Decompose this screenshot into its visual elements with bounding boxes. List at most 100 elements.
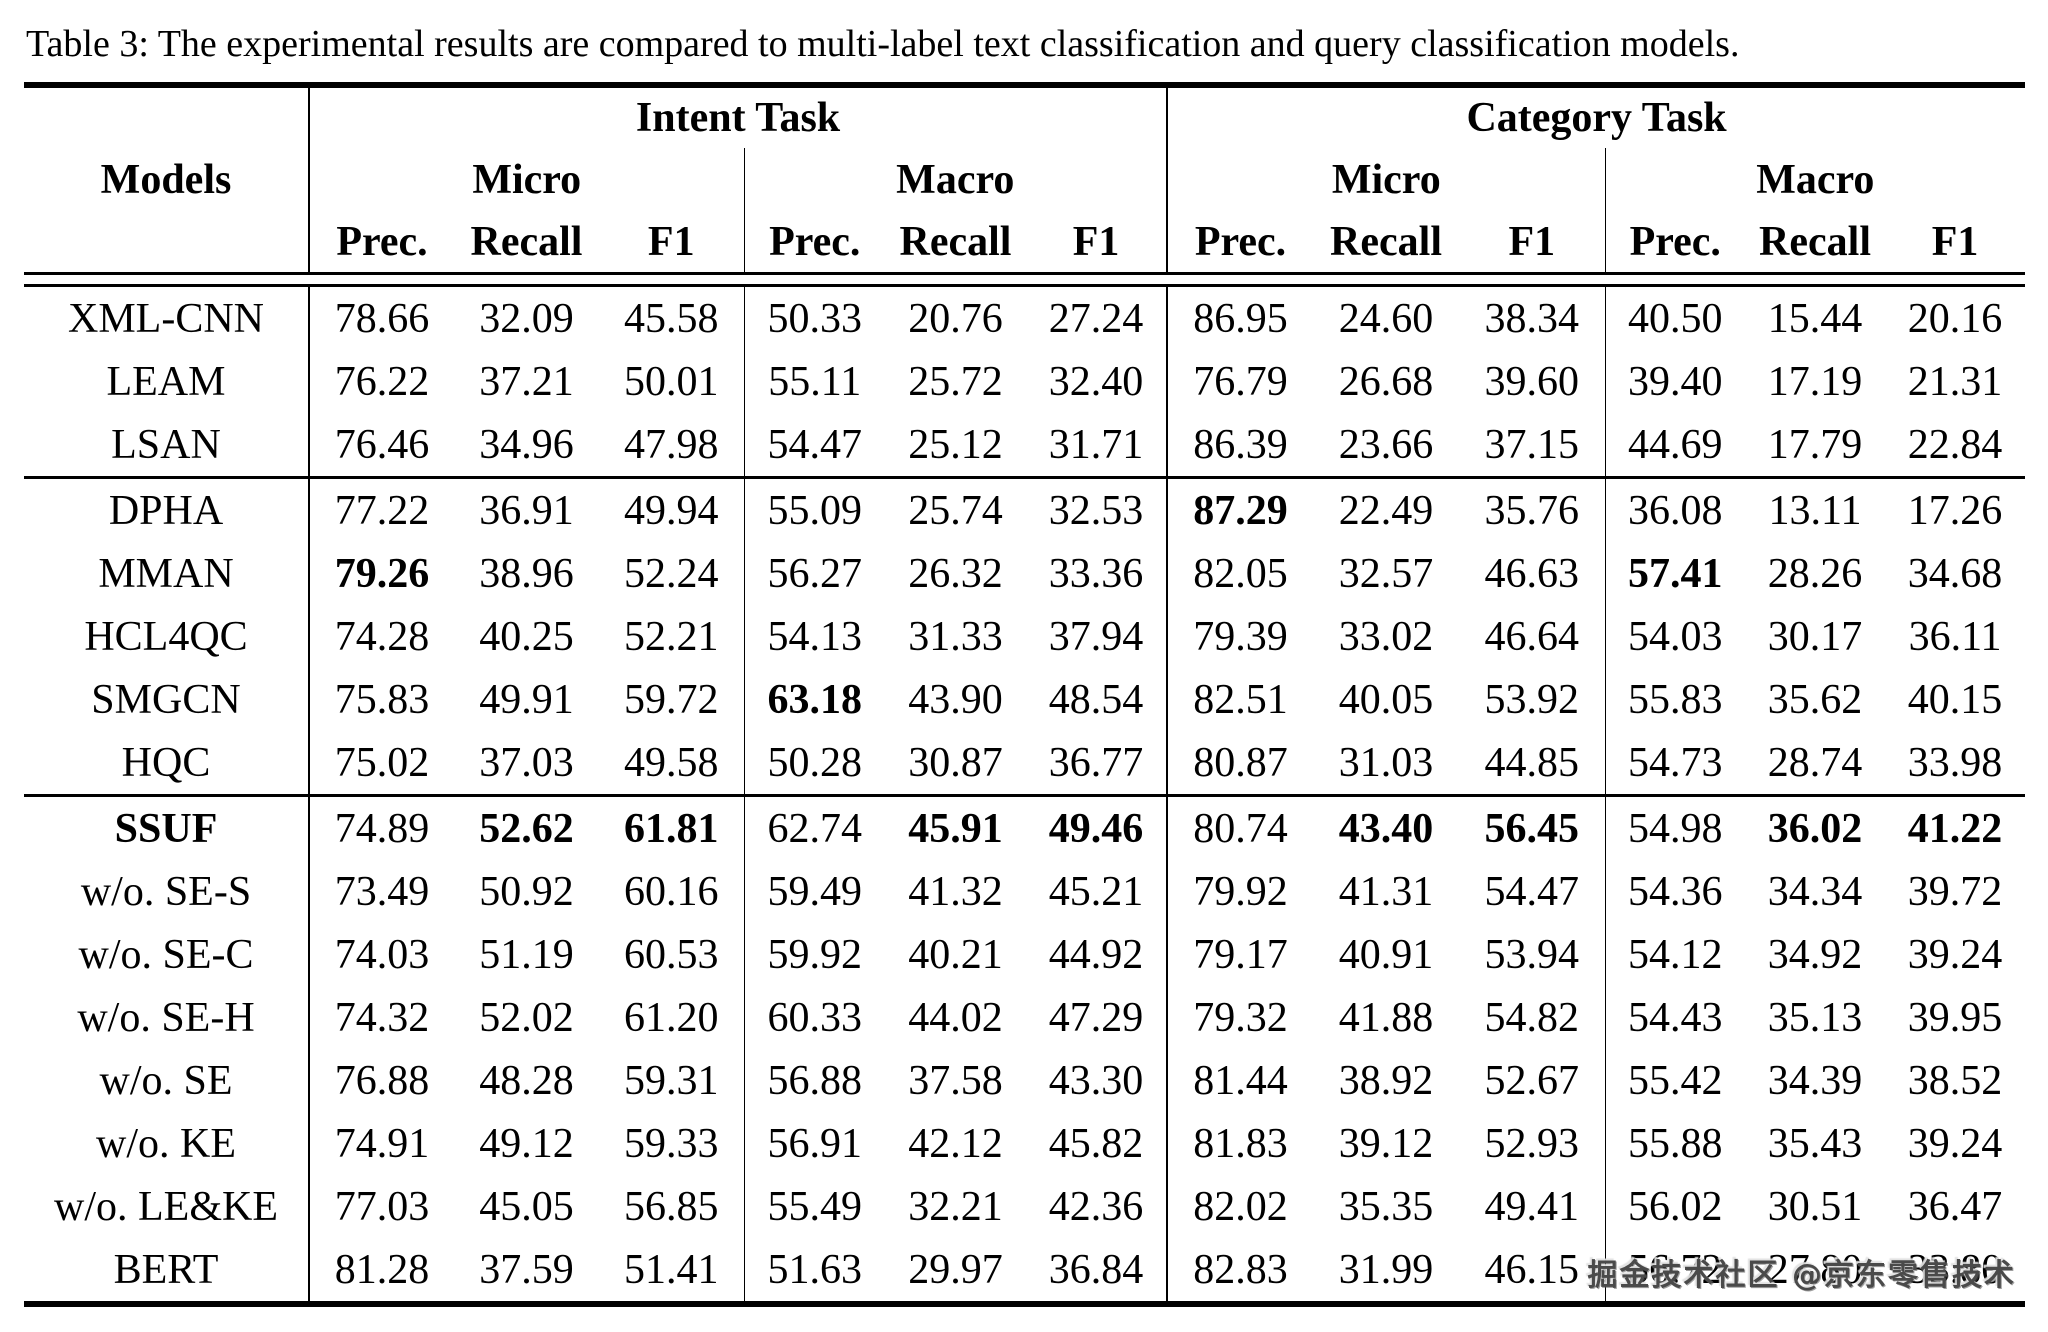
value-cell: 50.33 [743, 285, 885, 350]
value-cell: 39.12 [1338, 1120, 1434, 1167]
value-cell: 38.52 [1907, 1057, 2003, 1104]
value-cell: 41.88 [1338, 994, 1434, 1041]
value-cell: 54.36 [1604, 860, 1746, 923]
value-cell: 44.92 [1048, 931, 1144, 978]
model-cell: XML-CNN [68, 295, 264, 342]
value-cell: 81.28 [308, 1238, 454, 1304]
value-cell: 36.84 [1048, 1246, 1144, 1293]
value-cell: 59.31 [624, 1057, 719, 1104]
value-cell: 60.33 [743, 986, 885, 1049]
value-cell: 42.12 [908, 1120, 1003, 1167]
value-cell: 60.16 [624, 868, 719, 915]
value-cell: 32.53 [1048, 487, 1144, 534]
value-cell: 39.72 [1907, 868, 2003, 915]
value-cell: 39.95 [1907, 994, 2003, 1041]
value-cell: 37.59 [479, 1246, 574, 1293]
value-cell: 74.32 [308, 986, 454, 1049]
value-cell: 76.79 [1166, 350, 1314, 413]
value-cell: 23.66 [1338, 421, 1434, 468]
row-group: XML-CNN 78.66 32.09 45.58 50.33 20.76 27.24 86.… [24, 285, 2025, 478]
table-row: SSUF 74.89 52.62 61.81 62.74 45.91 49.46 80.74 4… [24, 795, 2025, 860]
value-cell: 77.03 [308, 1175, 454, 1238]
table-row: w/o. LE&KE 77.03 45.05 56.85 55.49 32.21 42.36… [24, 1175, 2025, 1238]
model-cell: w/o. KE [96, 1120, 236, 1167]
category-micro-header: Micro [1166, 148, 1606, 212]
value-cell: 79.32 [1166, 986, 1314, 1049]
value-cell: 51.63 [743, 1238, 885, 1304]
value-cell: 34.39 [1767, 1057, 1863, 1104]
value-cell: 55.49 [743, 1175, 885, 1238]
metric-header-f1: F1 [647, 219, 695, 265]
value-cell: 56.91 [743, 1112, 885, 1175]
value-cell: 45.82 [1048, 1120, 1144, 1167]
model-cell: HCL4QC [84, 613, 248, 660]
value-cell: 49.94 [624, 487, 719, 534]
value-cell: 52.62 [479, 805, 574, 852]
value-cell: 50.28 [743, 731, 885, 796]
value-cell: 59.72 [624, 676, 719, 723]
value-cell: 40.91 [1338, 931, 1434, 978]
value-cell: 54.13 [743, 605, 885, 668]
model-cell: SSUF [114, 805, 218, 852]
value-cell: 87.29 [1166, 477, 1314, 542]
value-cell: 32.21 [908, 1183, 1003, 1230]
value-cell: 49.91 [479, 676, 574, 723]
value-cell: 80.87 [1166, 731, 1314, 796]
metric-header-recall: Recall [1330, 219, 1442, 265]
value-cell: 43.90 [908, 676, 1003, 723]
value-cell: 52.24 [624, 550, 719, 597]
metric-header-recall: Recall [470, 219, 583, 265]
value-cell: 33.80 [1907, 1246, 2003, 1293]
value-cell: 54.82 [1484, 994, 1580, 1041]
value-cell: 45.05 [479, 1183, 574, 1230]
value-cell: 30.87 [908, 739, 1003, 786]
intent-micro-header: Micro [308, 148, 744, 212]
value-cell: 54.73 [1604, 731, 1746, 796]
value-cell: 33.02 [1338, 613, 1434, 660]
model-cell: w/o. SE-H [77, 994, 255, 1041]
value-cell: 55.83 [1604, 668, 1746, 731]
value-cell: 56.27 [743, 542, 885, 605]
double-rule [24, 273, 2026, 287]
value-cell: 32.09 [479, 295, 574, 342]
value-cell: 47.29 [1048, 994, 1144, 1041]
value-cell: 51.19 [479, 931, 574, 978]
model-cell: w/o. SE [99, 1057, 233, 1104]
value-cell: 42.36 [1048, 1183, 1144, 1230]
value-cell: 41.32 [908, 868, 1003, 915]
category-macro-header: Macro [1604, 148, 2026, 212]
value-cell: 39.60 [1484, 358, 1580, 405]
value-cell: 54.47 [1484, 868, 1580, 915]
value-cell: 53.92 [1484, 676, 1580, 723]
value-cell: 37.58 [908, 1057, 1003, 1104]
micro-macro-header-row: Micro Macro Micro Macro [24, 148, 2026, 212]
value-cell: 54.47 [743, 413, 885, 478]
value-cell: 51.41 [624, 1246, 719, 1293]
value-cell: 27.80 [1767, 1246, 1863, 1293]
value-cell: 54.12 [1604, 923, 1746, 986]
value-cell: 31.71 [1048, 421, 1144, 468]
value-cell: 47.98 [624, 421, 719, 468]
table-row: XML-CNN 78.66 32.09 45.58 50.33 20.76 27.24 86.… [24, 285, 2025, 350]
value-cell: 52.02 [479, 994, 574, 1041]
value-cell: 34.92 [1767, 931, 1863, 978]
table-row: DPHA 77.22 36.91 49.94 55.09 25.74 32.53 87.29 2… [24, 477, 2025, 542]
model-cell: LEAM [106, 358, 226, 405]
value-cell: 82.05 [1166, 542, 1314, 605]
value-cell: 38.34 [1484, 295, 1580, 342]
results-table: Models Intent Task Category Task Micro M… [24, 82, 2026, 1307]
value-cell: 75.02 [308, 731, 454, 796]
watermark: 掘金技术社区 @京东零售技术 [1587, 1258, 2016, 1293]
value-cell: 40.50 [1604, 285, 1746, 350]
value-cell: 30.51 [1767, 1183, 1863, 1230]
metric-header-prec: Prec. [1604, 212, 1746, 274]
metric-header-prec: Prec. [1166, 212, 1314, 274]
value-cell: 74.28 [308, 605, 454, 668]
value-cell: 35.62 [1767, 676, 1863, 723]
value-cell: 40.21 [908, 931, 1003, 978]
value-cell: 45.21 [1048, 868, 1144, 915]
value-cell: 57.41 [1604, 542, 1746, 605]
model-cell: w/o. SE-C [78, 931, 254, 978]
value-cell: 29.97 [908, 1246, 1003, 1293]
value-cell: 24.60 [1338, 295, 1434, 342]
